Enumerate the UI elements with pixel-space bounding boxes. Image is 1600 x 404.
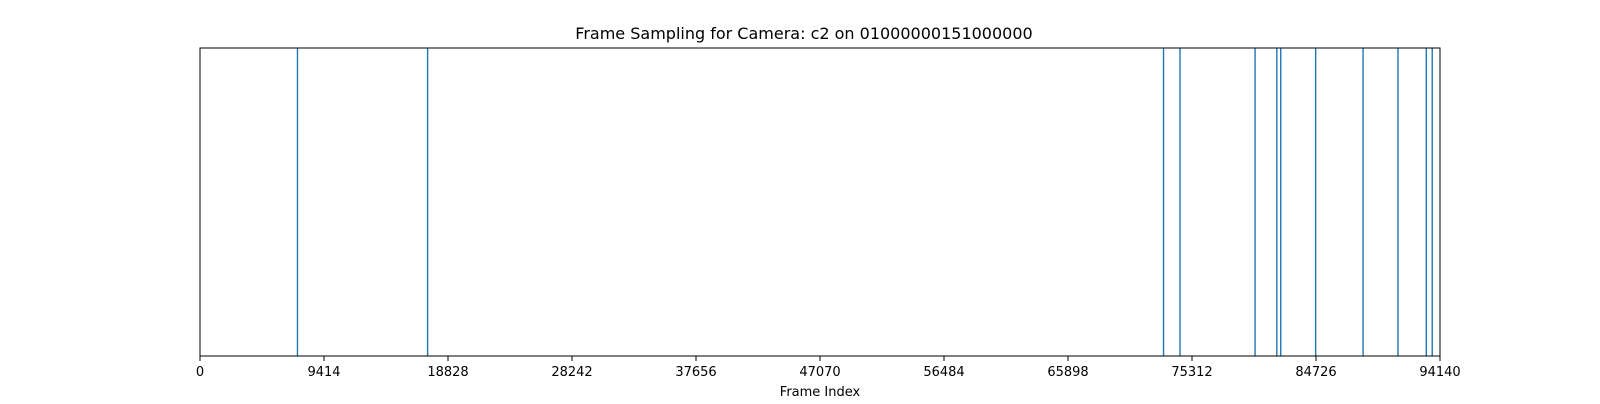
x-tick-label-5: 47070 <box>799 365 840 380</box>
x-tick-label-7: 65898 <box>1047 365 1088 380</box>
x-tick-label-0: 0 <box>196 365 204 380</box>
chart-title: Frame Sampling for Camera: c2 on 0100000… <box>575 24 1032 43</box>
frame-lines-layer <box>296 48 1433 356</box>
x-axis-label: Frame Index <box>780 385 861 400</box>
plot-area-frame <box>199 47 1441 357</box>
x-tick-label-1: 9414 <box>307 365 340 380</box>
x-tick-label-3: 28242 <box>551 365 592 380</box>
x-tick-label-4: 37656 <box>675 365 716 380</box>
x-tick-label-8: 75312 <box>1171 365 1212 380</box>
x-axis-ticks: 0 9414 18828 28242 37656 47070 56484 65898 75312… <box>196 356 1461 380</box>
x-tick-label-2: 18828 <box>427 365 468 380</box>
x-tick-label-6: 56484 <box>923 365 964 380</box>
x-tick-label-9: 84726 <box>1295 365 1336 380</box>
x-tick-label-10: 94140 <box>1419 365 1460 380</box>
